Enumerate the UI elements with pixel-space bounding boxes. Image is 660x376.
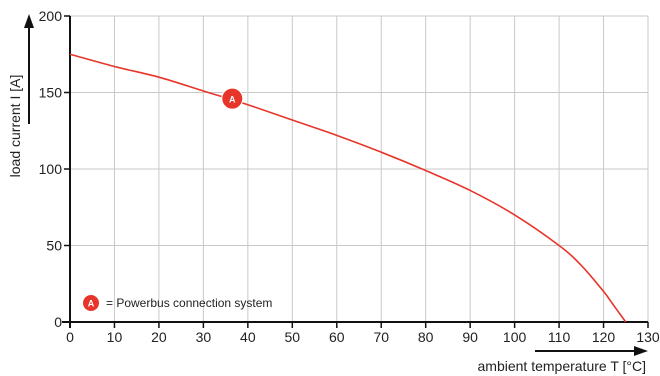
x-tick-label: 60 — [329, 329, 345, 345]
legend-marker-badge — [83, 295, 99, 311]
x-tick-label: 120 — [592, 329, 616, 345]
series-line — [69, 53, 627, 323]
x-tick-label: 30 — [196, 329, 212, 345]
x-tick-label: 50 — [285, 329, 301, 345]
x-tick-labels: 0 10 20 30 40 50 60 70 80 90 100 110 120 130 — [66, 322, 660, 345]
legend-text: = Powerbus connection system — [106, 296, 272, 310]
y-axis-arrowhead — [24, 14, 34, 28]
x-tick-label: 80 — [418, 329, 434, 345]
x-tick-label: 110 — [548, 329, 571, 345]
x-tick-label: 70 — [373, 329, 389, 345]
x-tick-label: 90 — [462, 329, 478, 345]
x-tick-label: 40 — [240, 329, 256, 345]
y-tick-label: 0 — [54, 314, 62, 330]
x-axis-arrowhead — [634, 346, 648, 356]
y-tick-label: 100 — [39, 161, 63, 177]
x-tick-label: 100 — [503, 329, 527, 345]
y-tick-label: 200 — [39, 8, 63, 24]
y-axis-title: load current I [A] — [7, 14, 34, 177]
legend-marker-letter: A — [88, 299, 95, 309]
x-axis-label: ambient temperature T [°C] — [478, 358, 647, 374]
y-tick-label: 150 — [39, 85, 63, 101]
x-tick-label: 20 — [151, 329, 167, 345]
series-group — [69, 53, 627, 323]
legend: A = Powerbus connection system — [83, 295, 272, 311]
annotation-markers: A — [221, 87, 244, 110]
y-tick-label: 50 — [46, 238, 62, 254]
x-tick-label: 0 — [66, 329, 74, 345]
y-tick-labels: 0 50 100 150 200 — [39, 8, 70, 330]
axes — [62, 16, 648, 328]
annotation-marker-letter: A — [229, 95, 236, 105]
annotation-marker-badge — [221, 87, 244, 110]
grid — [70, 15, 649, 322]
y-axis-label: load current I [A] — [7, 75, 23, 178]
x-tick-label: 130 — [636, 329, 660, 345]
x-tick-label: 10 — [107, 329, 123, 345]
x-axis-title: ambient temperature T [°C] — [478, 346, 648, 374]
